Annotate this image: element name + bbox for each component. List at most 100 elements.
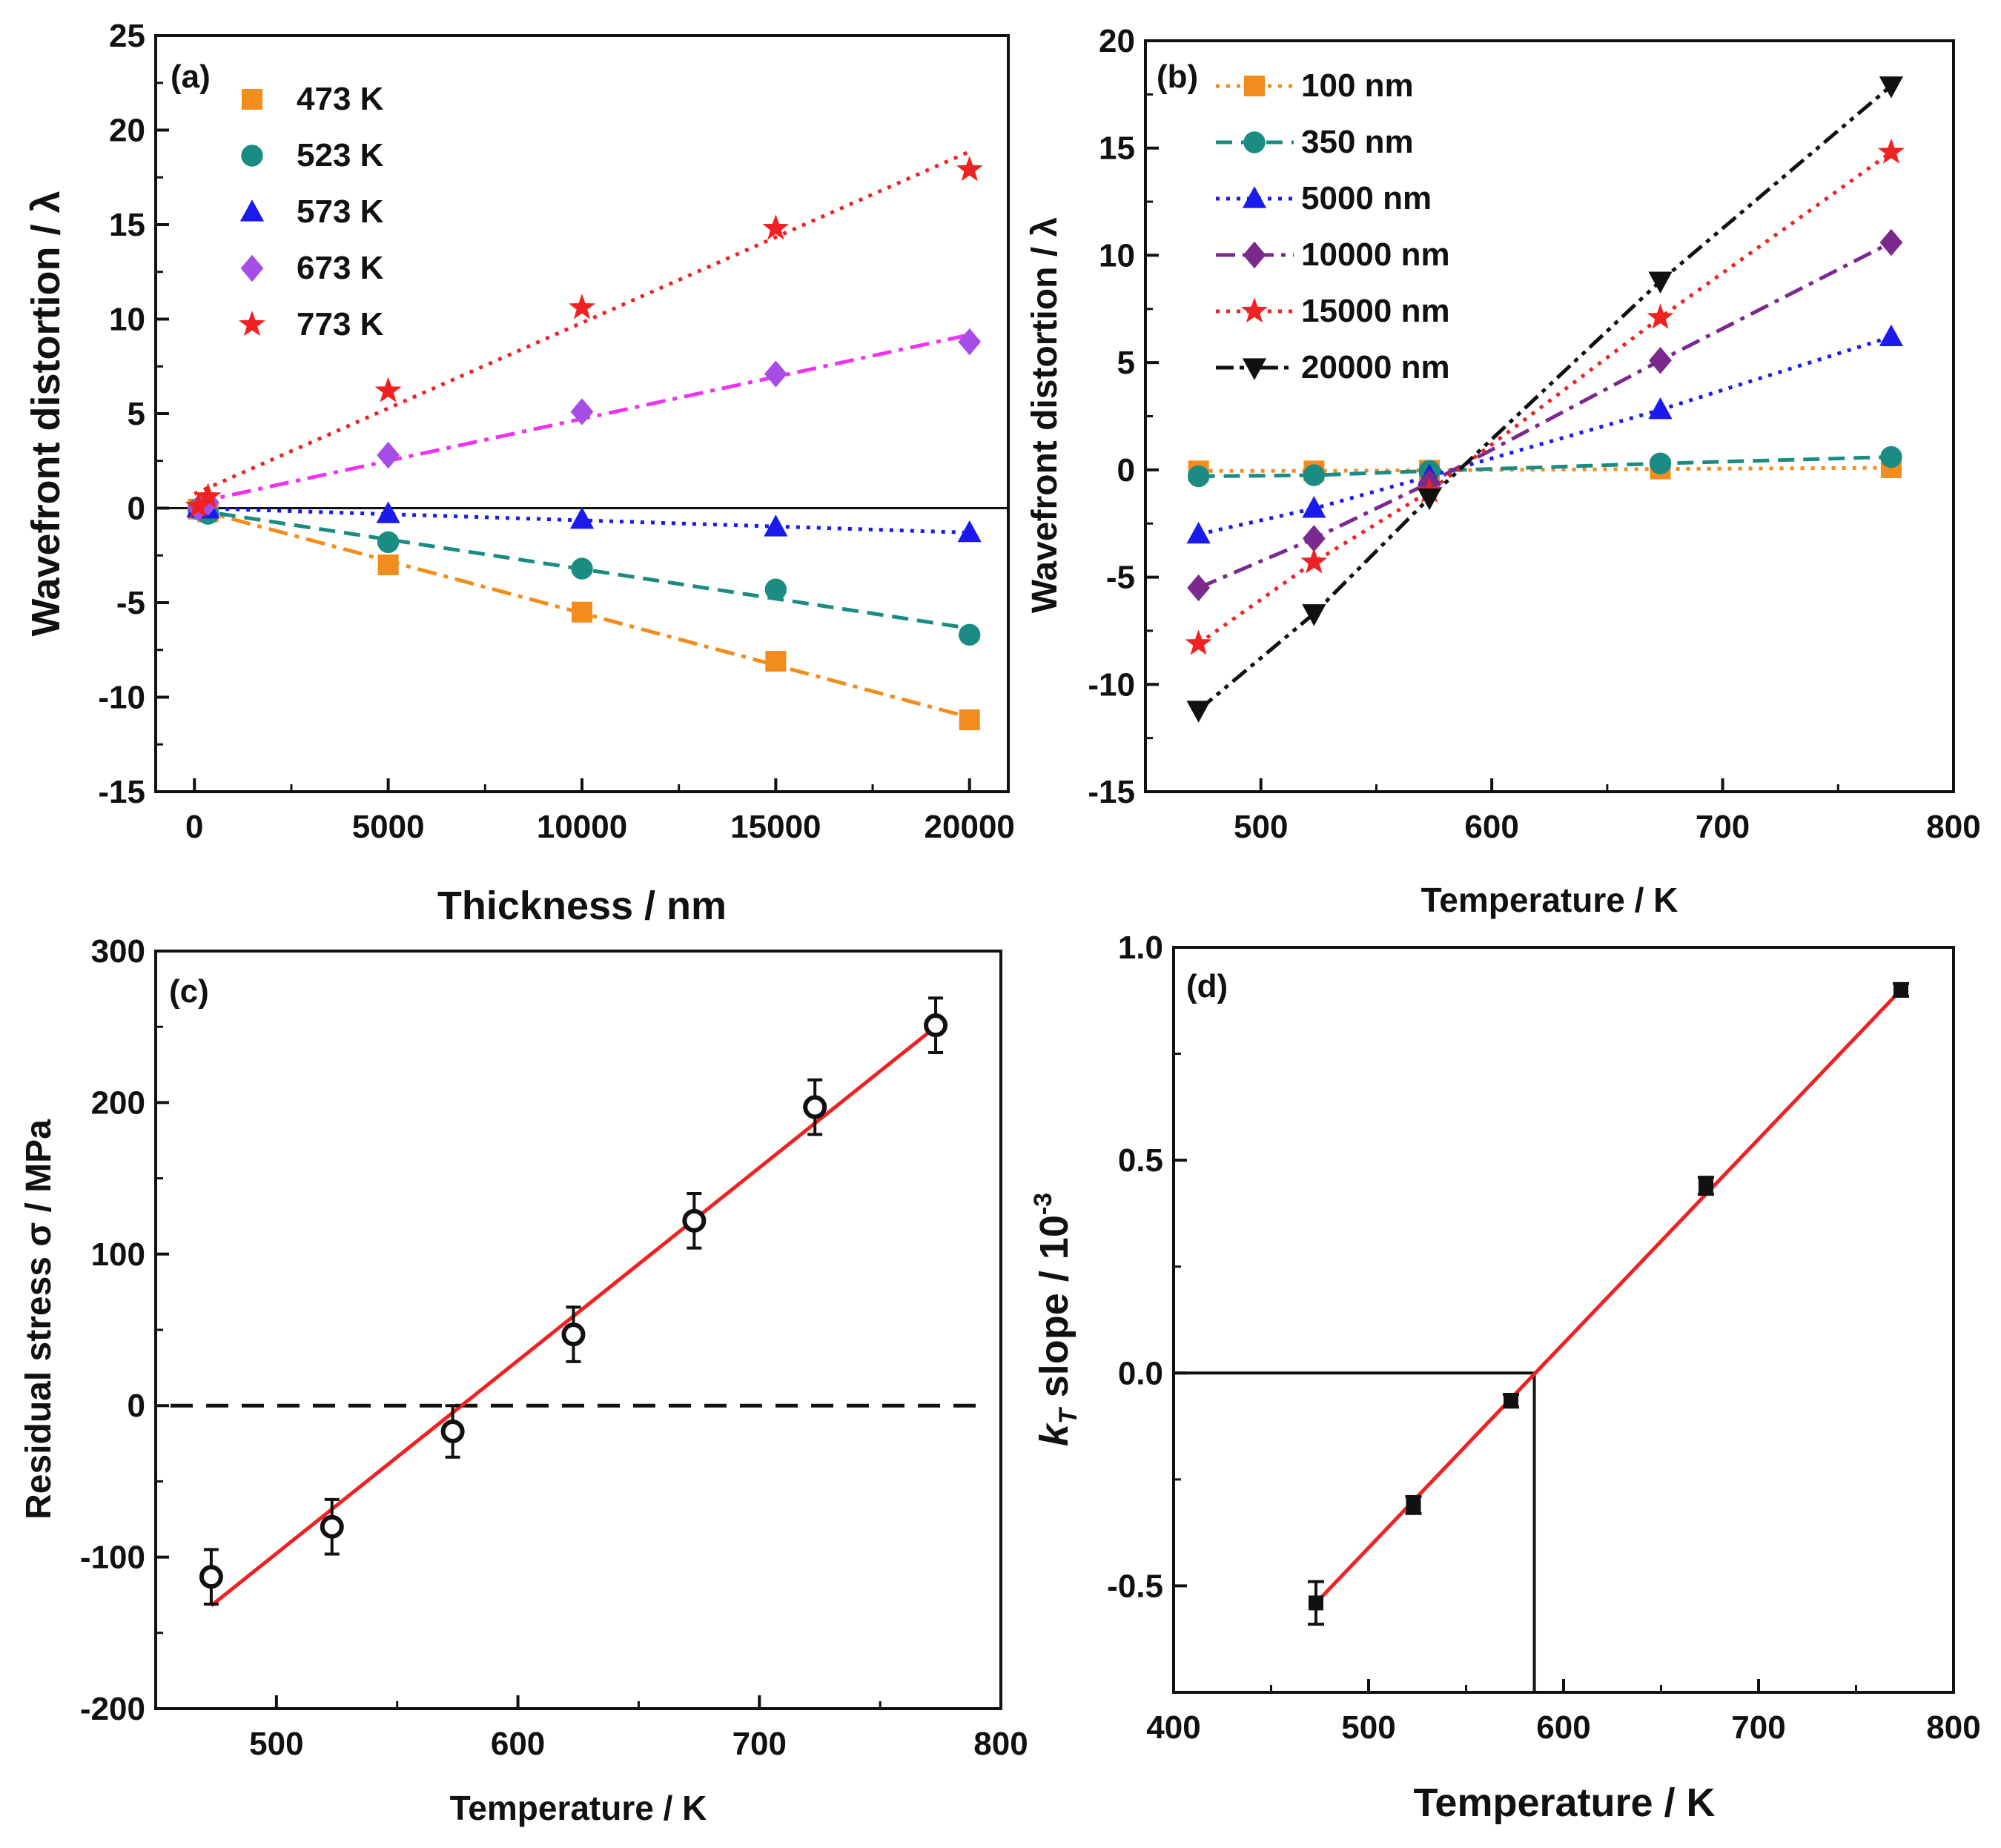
panel-a-ylabel: Wavefront distortion / λ <box>24 191 68 636</box>
panel-a-ytick-label: 5 <box>128 396 145 432</box>
panel-b-frame <box>1144 39 1955 793</box>
panel-a-point <box>765 651 787 672</box>
panel-d-fit-line <box>1314 988 1902 1605</box>
panel-b-point <box>1877 138 1905 164</box>
panel-d-ytick-label: 0.5 <box>1118 1142 1163 1179</box>
panel-c-label: (c) <box>169 973 209 1010</box>
panel-b-ylabel: Wavefront distortion / λ <box>1025 217 1065 613</box>
panel-a-point <box>959 623 981 646</box>
panel-a-ytick-label: 20 <box>109 113 145 149</box>
panel-b-point <box>1648 397 1673 420</box>
panel-b-ytick-label: 10 <box>1099 237 1135 274</box>
panel-b-point <box>1879 76 1904 99</box>
panel-a-point <box>570 398 594 425</box>
panel-a-xtick-label: 0 <box>185 809 203 845</box>
panel-b-legend-marker <box>1244 76 1265 96</box>
panel-a-legend-label: 573 K <box>297 193 384 230</box>
panel-d-xtick-label: 800 <box>1926 1709 1980 1746</box>
panel-b-legend-label: 20000 nm <box>1301 349 1450 385</box>
panel-a-point <box>377 441 400 469</box>
panel-c-ytick-label: 200 <box>91 1084 145 1121</box>
panel-b-point <box>1302 496 1326 518</box>
panel-a-point <box>571 557 593 580</box>
panel-a-point <box>374 377 402 403</box>
panel-d-xtick-label: 600 <box>1536 1709 1590 1746</box>
panel-c-point <box>199 1565 223 1589</box>
panel-b-xtick-label: 600 <box>1464 809 1518 845</box>
panel-b-point <box>1302 525 1326 552</box>
panel-b-legend-label: 5000 nm <box>1301 180 1432 216</box>
panel-b-series-line <box>1198 455 1891 478</box>
panel-d-point <box>1406 1497 1421 1513</box>
panel-a-xtick-label: 10000 <box>537 809 627 845</box>
panel-a-legend-marker <box>242 89 262 110</box>
panel-b-point <box>1187 574 1211 602</box>
panel-b-point <box>1879 324 1904 347</box>
panel-d-xtick-label: 500 <box>1341 1709 1395 1746</box>
panel-d-ytick-label: 1.0 <box>1118 930 1163 966</box>
panel-b-ytick-label: 5 <box>1117 345 1135 381</box>
panel-a-point <box>958 328 982 356</box>
panel-c-point <box>561 1322 586 1347</box>
panel-a-legend-marker <box>240 254 264 282</box>
panel-a-xtick-label: 15000 <box>730 809 821 845</box>
panel-b-legend-marker <box>1242 186 1267 208</box>
panel-d-label: (d) <box>1186 968 1228 1004</box>
panel-b-legend-marker <box>1241 297 1268 323</box>
panel-a-point <box>185 492 212 518</box>
panel-c-point <box>803 1095 827 1119</box>
panel-c-ylabel: Residual stress σ / MPa <box>19 1119 59 1520</box>
panel-b-legend: 100 nm 350 nm 5000 nm 10000 nm 15000 nm 20000… <box>1216 67 1450 385</box>
panel-a-label: (a) <box>171 59 211 95</box>
panel-a-point <box>377 531 400 554</box>
panel-d-ytick-label: 0.0 <box>1118 1355 1163 1391</box>
panel-a-point <box>376 501 400 523</box>
panel-b-point <box>1417 488 1442 511</box>
panel-a-legend-marker <box>239 199 265 222</box>
panel-c-ytick-label: -100 <box>80 1540 145 1576</box>
panel-a-ytick-label: 25 <box>109 18 145 54</box>
panel-d-ytick-label: -0.5 <box>1107 1568 1163 1604</box>
panel-b-ytick-label: -5 <box>1106 560 1135 596</box>
panel-a: 0 5000 10000 15000 20000 -15 -10 -5 0 5 10 15 20 25 (… <box>24 18 1015 928</box>
panel-a-legend-marker <box>241 145 263 167</box>
panel-b-legend-label: 350 nm <box>1301 124 1414 160</box>
panel-a-xtick-label: 5000 <box>352 809 425 845</box>
panel-c-xtick-label: 600 <box>491 1726 545 1762</box>
panel-c-point <box>440 1419 465 1443</box>
panel-a-legend-marker <box>239 311 265 337</box>
panel-a-legend-label: 773 K <box>297 306 384 342</box>
panel-b-point <box>1186 521 1211 544</box>
panel-b-ytick-label: 15 <box>1099 130 1135 167</box>
panel-b-xtick-label: 800 <box>1926 809 1980 845</box>
panel-a-legend-label: 673 K <box>297 250 384 286</box>
panel-a-point <box>569 507 595 529</box>
panel-a-xtick-label: 20000 <box>925 809 1015 845</box>
panel-a-ytick-label: -10 <box>98 680 145 716</box>
panel-b-point <box>1303 464 1326 486</box>
panel-b-xlabel: Temperature / K <box>1421 881 1678 919</box>
panel-c-xtick-label: 800 <box>973 1726 1028 1762</box>
panel-b-legend-label: 15000 nm <box>1301 293 1450 329</box>
panel-a-legend: 473 K 523 K 573 K 673 K 773 K <box>239 81 384 342</box>
panel-d: 400 500 600 700 800 -0.5 0.0 0.5 1.0 (d) Tempera… <box>1029 930 1981 1825</box>
panel-b-legend-label: 100 nm <box>1301 67 1414 104</box>
panel-a-ytick-label: -5 <box>116 585 145 621</box>
panel-b-xtick-label: 700 <box>1696 809 1750 845</box>
panel-a-point <box>764 360 787 388</box>
panel-a-point <box>762 214 790 240</box>
panel-b-point <box>1648 271 1673 294</box>
panel-a-point <box>569 294 595 319</box>
panel-b-point <box>1649 347 1672 374</box>
panel-b-point <box>1187 465 1210 488</box>
panel-b-series-line <box>1198 466 1891 473</box>
panel-b-point <box>1302 604 1326 626</box>
panel-d-ylabel: kT slope / 10-3 <box>1029 1193 1082 1446</box>
panel-b-xtick-label: 500 <box>1234 809 1288 845</box>
panel-b-point <box>1647 303 1674 329</box>
panel-a-ytick-label: 0 <box>128 491 145 527</box>
panel-a-ytick-label: 10 <box>109 302 145 338</box>
panel-c-ytick-label: 0 <box>128 1388 145 1424</box>
panel-b-legend-label: 10000 nm <box>1301 236 1450 273</box>
